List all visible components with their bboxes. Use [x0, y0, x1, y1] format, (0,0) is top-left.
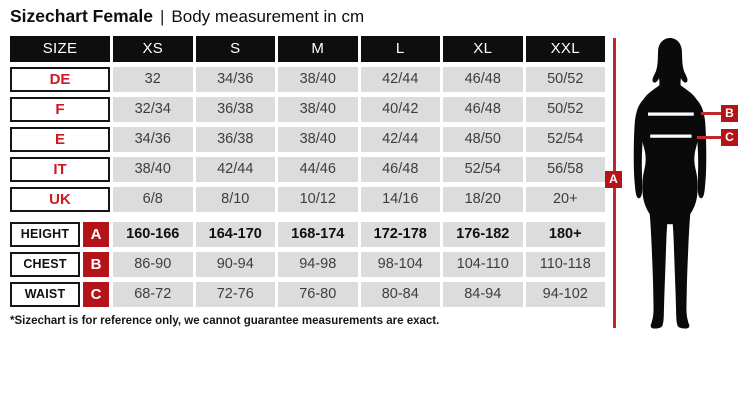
- header-cell: XL: [443, 36, 523, 62]
- table-cell: 38/40: [113, 157, 193, 182]
- chest-measure-line: [648, 112, 694, 116]
- header-cell-size: SIZE: [10, 36, 110, 62]
- measure-badge-b: B: [83, 252, 109, 277]
- measure-marker-a: A: [605, 171, 622, 188]
- measure-label-box: HEIGHT: [10, 222, 80, 247]
- waist-leader-line: [697, 136, 722, 139]
- size-table: SIZE XS S M L XL XXL DE 32 34/36 38/40 42/44 46/48 50…: [10, 36, 605, 307]
- female-silhouette-icon: [633, 38, 707, 329]
- table-cell: 8/10: [195, 187, 275, 212]
- table-cell: 110-118: [525, 252, 605, 277]
- measure-label-box: WAIST: [10, 282, 80, 307]
- title-main: Sizechart Female: [10, 6, 153, 26]
- table-cell: 98-104: [360, 252, 440, 277]
- table-cell: 104-110: [443, 252, 523, 277]
- table-cell: 40/42: [360, 97, 440, 122]
- measure-badge-a: A: [83, 222, 109, 247]
- table-cell: 36/38: [195, 127, 275, 152]
- silhouette-right-leg: [670, 202, 692, 329]
- table-cell: 34/36: [195, 67, 275, 92]
- header-cell: XXL: [525, 36, 605, 62]
- row-label-de: DE: [10, 67, 110, 92]
- table-cell: 20+: [525, 187, 605, 212]
- table-cell: 32/34: [113, 97, 193, 122]
- table-cell: 72-76: [195, 282, 275, 307]
- table-cell: 52/54: [443, 157, 523, 182]
- row-label-uk: UK: [10, 187, 110, 212]
- table-cell: 84-94: [443, 282, 523, 307]
- table-cell: 52/54: [525, 127, 605, 152]
- header-cell: M: [278, 36, 358, 62]
- page-title: Sizechart Female | Body measurement in cm: [10, 6, 364, 27]
- table-cell: 48/50: [443, 127, 523, 152]
- measure-label-chest: CHEST B: [10, 252, 110, 277]
- table-cell: 38/40: [278, 97, 358, 122]
- header-cell: S: [195, 36, 275, 62]
- table-cell: 56/58: [525, 157, 605, 182]
- title-separator: |: [159, 7, 165, 26]
- table-cell: 76-80: [278, 282, 358, 307]
- table-cell: 68-72: [113, 282, 193, 307]
- footnote-text: *Sizechart is for reference only, we can…: [10, 315, 440, 327]
- table-cell: 50/52: [525, 67, 605, 92]
- measure-marker-b: B: [721, 105, 738, 122]
- header-cell: L: [360, 36, 440, 62]
- table-cell: 38/40: [278, 127, 358, 152]
- table-cell: 46/48: [360, 157, 440, 182]
- chest-leader-line: [701, 112, 722, 115]
- table-cell: 42/44: [195, 157, 275, 182]
- row-label-it: IT: [10, 157, 110, 182]
- table-cell: 180+: [525, 222, 605, 247]
- measure-label-height: HEIGHT A: [10, 222, 110, 247]
- measure-badge-c: C: [83, 282, 109, 307]
- measure-label-waist: WAIST C: [10, 282, 110, 307]
- table-cell: 32: [113, 67, 193, 92]
- table-cell: 160-166: [113, 222, 193, 247]
- measure-label-box: CHEST: [10, 252, 80, 277]
- table-cell: 38/40: [278, 67, 358, 92]
- table-cell: 14/16: [360, 187, 440, 212]
- table-cell: 6/8: [113, 187, 193, 212]
- silhouette-right-arm: [692, 99, 707, 199]
- table-cell: 86-90: [113, 252, 193, 277]
- waist-measure-line: [650, 134, 692, 138]
- table-cell: 164-170: [195, 222, 275, 247]
- row-label-e: E: [10, 127, 110, 152]
- table-cell: 90-94: [195, 252, 275, 277]
- table-cell: 94-98: [278, 252, 358, 277]
- header-cell: XS: [113, 36, 193, 62]
- row-label-f: F: [10, 97, 110, 122]
- table-cell: 46/48: [443, 97, 523, 122]
- table-cell: 18/20: [443, 187, 523, 212]
- table-cell: 80-84: [360, 282, 440, 307]
- table-cell: 46/48: [443, 67, 523, 92]
- table-cell: 44/46: [278, 157, 358, 182]
- table-cell: 168-174: [278, 222, 358, 247]
- table-cell: 176-182: [443, 222, 523, 247]
- silhouette-torso: [640, 83, 700, 225]
- table-cell: 42/44: [360, 127, 440, 152]
- table-cell: 42/44: [360, 67, 440, 92]
- silhouette-left-arm: [633, 99, 648, 199]
- table-cell: 34/36: [113, 127, 193, 152]
- title-subtitle: Body measurement in cm: [171, 7, 365, 26]
- table-cell: 50/52: [525, 97, 605, 122]
- table-cell: 10/12: [278, 187, 358, 212]
- silhouette-head: [652, 38, 688, 92]
- silhouette-left-leg: [648, 202, 670, 329]
- measure-marker-c: C: [721, 129, 738, 146]
- table-cell: 36/38: [195, 97, 275, 122]
- table-cell: 94-102: [525, 282, 605, 307]
- table-cell: 172-178: [360, 222, 440, 247]
